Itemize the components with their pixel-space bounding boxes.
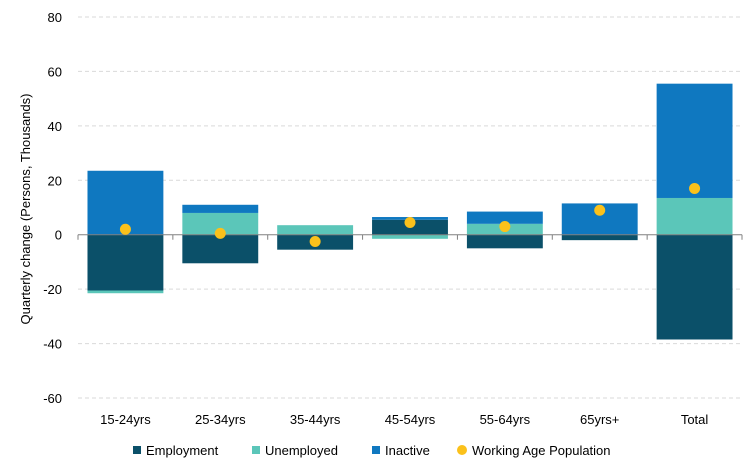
point-working-age-population bbox=[594, 204, 606, 216]
legend-item: Unemployed bbox=[252, 443, 338, 458]
y-tick-label: 0 bbox=[55, 228, 62, 243]
bar-unemployed bbox=[277, 225, 354, 235]
legend-marker bbox=[457, 445, 467, 455]
bar-unemployed bbox=[87, 290, 164, 294]
legend-label: Inactive bbox=[385, 443, 430, 458]
bar-employment bbox=[656, 234, 733, 340]
y-tick-label: 20 bbox=[48, 173, 62, 188]
legend-swatch bbox=[133, 446, 141, 454]
bar-unemployed bbox=[372, 234, 448, 239]
y-tick-label: -40 bbox=[43, 337, 62, 352]
points bbox=[119, 182, 701, 248]
bar-inactive bbox=[656, 83, 733, 198]
y-tick-label: 40 bbox=[48, 119, 62, 134]
zero-axis bbox=[77, 234, 743, 240]
point-working-age-population bbox=[119, 223, 131, 235]
legend-item: Employment bbox=[133, 443, 219, 458]
y-tick-label: 60 bbox=[48, 64, 62, 79]
bar-employment bbox=[182, 234, 259, 264]
y-axis-title: Quarterly change (Persons, Thousands) bbox=[18, 94, 33, 325]
legend: Employment Unemployed Inactive Working Age … bbox=[133, 443, 611, 458]
y-tick-labels: -60 -40 -20 0 20 40 60 80 bbox=[43, 10, 62, 406]
point-working-age-population bbox=[214, 227, 226, 239]
legend-item: Inactive bbox=[372, 443, 430, 458]
y-tick-label: 80 bbox=[48, 10, 62, 25]
y-tick-label: -20 bbox=[43, 282, 62, 297]
legend-item: Working Age Population bbox=[457, 443, 611, 458]
legend-label: Employment bbox=[146, 443, 219, 458]
bar-unemployed bbox=[656, 197, 733, 235]
x-tick-label: 65yrs+ bbox=[580, 412, 619, 427]
legend-label: Working Age Population bbox=[472, 443, 611, 458]
x-tick-label: 15-24yrs bbox=[100, 412, 151, 427]
y-tick-label: -60 bbox=[43, 391, 62, 406]
legend-swatch bbox=[252, 446, 260, 454]
point-working-age-population bbox=[689, 182, 701, 194]
bar-employment bbox=[87, 234, 164, 291]
point-working-age-population bbox=[309, 236, 321, 248]
x-tick-label: 45-54yrs bbox=[385, 412, 436, 427]
bar-inactive bbox=[182, 204, 259, 213]
bar-inactive bbox=[466, 211, 543, 224]
x-tick-label: 35-44yrs bbox=[290, 412, 341, 427]
bar-employment bbox=[466, 234, 543, 249]
x-tick-label: 55-64yrs bbox=[480, 412, 531, 427]
legend-label: Unemployed bbox=[265, 443, 338, 458]
bar-employment bbox=[561, 234, 638, 241]
bars bbox=[87, 83, 733, 340]
point-working-age-population bbox=[404, 216, 416, 228]
legend-swatch bbox=[372, 446, 380, 454]
x-tick-labels: 15-24yrs 25-34yrs 35-44yrs 45-54yrs 55-64yrs… bbox=[100, 412, 708, 427]
point-working-age-population bbox=[499, 221, 511, 233]
bar-unemployed bbox=[182, 212, 259, 235]
gridlines bbox=[78, 16, 742, 399]
x-tick-label: Total bbox=[681, 412, 709, 427]
x-tick-label: 25-34yrs bbox=[195, 412, 246, 427]
